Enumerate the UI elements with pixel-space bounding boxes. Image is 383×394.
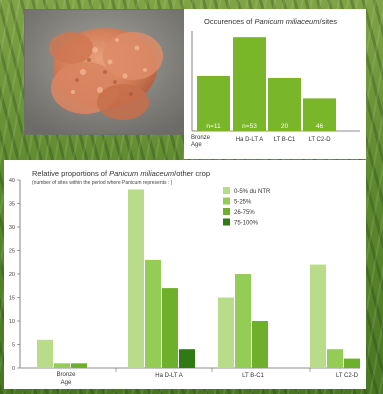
legend-label: 0-5% du NTR bbox=[234, 189, 271, 195]
proportion-bar bbox=[37, 339, 53, 368]
proportion-bar bbox=[179, 349, 195, 368]
y-tick-label: 0 bbox=[12, 366, 15, 372]
proportion-bar bbox=[310, 264, 326, 368]
bar-data-label: n=53 bbox=[242, 123, 257, 130]
proportion-bar bbox=[162, 288, 178, 368]
millet-photo bbox=[24, 9, 185, 135]
proportion-bar bbox=[54, 363, 70, 368]
category-label: LT B-C1 bbox=[274, 137, 296, 143]
proportions-chart-title: Relative proportions of Panicum miliaceu… bbox=[32, 169, 210, 178]
proportion-bar bbox=[71, 363, 87, 368]
occurrence-bar bbox=[197, 75, 230, 131]
legend-label: 5-25% bbox=[234, 200, 252, 206]
y-tick-label: 35 bbox=[9, 202, 15, 208]
occurrences-chart: Occurences of Panicum miliaceum/sites n=… bbox=[191, 17, 360, 148]
category-label: Bronze bbox=[191, 135, 211, 141]
y-tick-label: 15 bbox=[9, 296, 15, 302]
y-tick-label: 5 bbox=[12, 343, 15, 349]
proportion-bar bbox=[252, 321, 268, 368]
category-label: Age bbox=[191, 142, 202, 148]
x-category-label: LT B-C1 bbox=[242, 373, 264, 379]
x-category-label: LT C2-D bbox=[336, 373, 359, 379]
legend-label: 26-75% bbox=[234, 210, 255, 216]
proportion-bar bbox=[327, 349, 343, 368]
y-tick-label: 25 bbox=[9, 249, 15, 255]
bar-data-label: 20 bbox=[281, 123, 289, 130]
legend-label: 75-100% bbox=[234, 221, 259, 227]
proportion-bar bbox=[235, 274, 251, 368]
category-label: LT C2-D bbox=[308, 137, 331, 143]
x-category-label: Age bbox=[61, 380, 72, 386]
millet-panicle-image bbox=[25, 10, 184, 134]
category-label: Ha D-LT A bbox=[236, 137, 263, 143]
proportion-bar bbox=[344, 358, 360, 368]
occurrences-chart-panel: Occurences of Panicum miliaceum/sites n=… bbox=[184, 9, 366, 159]
proportion-bar bbox=[128, 189, 144, 368]
occurrences-chart-title: Occurences of Panicum miliaceum/sites bbox=[204, 17, 337, 26]
occurrence-bar bbox=[303, 98, 336, 131]
x-category-label: Ha D-LT A bbox=[155, 373, 182, 379]
bar-data-label: 46 bbox=[316, 123, 324, 130]
y-tick-label: 20 bbox=[9, 272, 15, 278]
y-tick-label: 10 bbox=[9, 319, 15, 325]
legend-swatch bbox=[223, 208, 230, 215]
proportions-chart: Relative proportions of Panicum miliaceu… bbox=[9, 169, 360, 386]
legend-swatch bbox=[223, 197, 230, 205]
proportions-chart-subtitle: (number of sites within the period where… bbox=[32, 180, 173, 186]
y-tick-label: 40 bbox=[9, 178, 15, 184]
proportions-chart-panel: Relative proportions of Panicum miliaceu… bbox=[4, 160, 366, 389]
occurrence-bar bbox=[268, 77, 301, 131]
proportion-bar bbox=[145, 259, 161, 368]
legend-swatch bbox=[223, 218, 230, 226]
bar-data-label: n=11 bbox=[206, 123, 221, 130]
proportion-bar bbox=[218, 297, 234, 368]
y-tick-label: 30 bbox=[9, 225, 15, 231]
x-category-label: Bronze bbox=[56, 372, 76, 378]
occurrence-bar bbox=[233, 37, 266, 131]
legend-swatch bbox=[223, 187, 230, 194]
